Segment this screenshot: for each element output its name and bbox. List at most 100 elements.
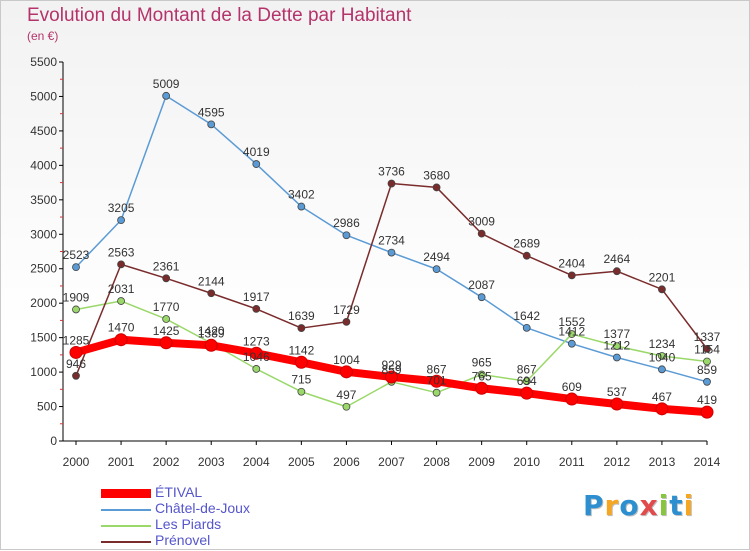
data-label-etival: 1142 — [288, 343, 314, 357]
data-point-les-piards — [297, 387, 306, 396]
data-point-prenovel — [297, 324, 306, 332]
logo-letter: r — [604, 489, 620, 522]
data-point-chatel-de-joux — [658, 365, 666, 374]
x-tick-label: 2002 — [153, 455, 180, 469]
data-point-chatel-de-joux — [162, 91, 171, 100]
data-point-etival — [385, 370, 398, 384]
data-point-les-piards — [658, 352, 666, 360]
data-point-etival — [655, 402, 669, 416]
y-tick-label: 2500 — [30, 262, 57, 276]
data-label-chatel-de-joux: 2986 — [333, 216, 360, 230]
x-tick-label: 2003 — [198, 455, 225, 469]
data-label-chatel-de-joux: 2523 — [63, 248, 90, 262]
data-point-etival — [700, 405, 714, 419]
data-label-prenovel: 2404 — [558, 256, 585, 270]
data-label-chatel-de-joux: 2494 — [423, 250, 450, 264]
data-point-les-piards — [72, 305, 80, 314]
x-tick-label: 2000 — [63, 455, 90, 469]
data-point-etival — [159, 336, 173, 350]
data-point-etival — [430, 374, 444, 388]
legend-item-chatel-de-joux: Châtel-de-Joux — [101, 500, 361, 517]
data-label-etival: 1285 — [63, 333, 90, 347]
y-tick-label: 1500 — [30, 331, 57, 345]
data-label-prenovel: 2144 — [198, 274, 225, 288]
x-tick-label: 2004 — [243, 455, 270, 469]
x-tick-label: 2009 — [468, 455, 495, 469]
data-point-chatel-de-joux — [342, 231, 351, 240]
data-label-prenovel: 3680 — [423, 168, 450, 182]
data-point-etival — [610, 397, 624, 411]
data-label-les-piards: 1154 — [694, 342, 720, 356]
data-label-prenovel: 2201 — [649, 270, 676, 284]
data-label-chatel-de-joux: 859 — [697, 363, 717, 377]
data-label-prenovel: 1917 — [243, 290, 270, 304]
data-point-chatel-de-joux — [387, 248, 396, 257]
y-tick-label: 4500 — [30, 124, 57, 138]
data-label-prenovel: 2689 — [513, 237, 540, 251]
data-point-les-piards — [522, 377, 531, 386]
data-label-etival: 1004 — [333, 353, 360, 367]
data-point-prenovel — [703, 344, 711, 353]
data-point-chatel-de-joux — [297, 202, 306, 211]
data-point-prenovel — [567, 271, 576, 280]
data-label-les-piards: 701 — [427, 374, 447, 388]
data-label-les-piards: 1420 — [198, 324, 225, 338]
y-tick-label: 1000 — [30, 365, 57, 379]
data-label-les-piards: 1909 — [63, 290, 90, 304]
logo-letter: i — [658, 489, 670, 522]
logo-letter: o — [619, 489, 640, 522]
legend-swatch — [101, 489, 151, 498]
data-point-chatel-de-joux — [612, 353, 621, 362]
data-label-chatel-de-joux: 1642 — [513, 309, 540, 323]
data-point-les-piards — [477, 370, 486, 379]
legend-item-etival: ÉTIVAL — [101, 484, 361, 501]
data-point-prenovel — [117, 260, 125, 269]
x-tick-label: 2013 — [649, 455, 676, 469]
x-tick-label: 2014 — [694, 455, 721, 469]
chart-legend: ÉTIVAL Châtel-de-Joux Les Piards Prénovel — [101, 484, 361, 549]
data-label-chatel-de-joux: 3205 — [108, 201, 135, 215]
data-point-prenovel — [72, 371, 80, 380]
x-tick-label: 2007 — [378, 455, 405, 469]
logo-letter: P — [583, 489, 605, 522]
data-label-etival: 694 — [517, 374, 537, 388]
data-label-les-piards: 867 — [517, 362, 537, 376]
data-point-chatel-de-joux — [432, 265, 441, 274]
data-label-chatel-de-joux: 3402 — [288, 188, 315, 202]
data-point-chatel-de-joux — [703, 377, 711, 386]
data-label-etival: 929 — [381, 358, 401, 372]
data-point-prenovel — [342, 317, 351, 326]
data-label-les-piards: 1552 — [558, 315, 585, 329]
data-point-prenovel — [252, 305, 261, 313]
legend-label: Châtel-de-Joux — [155, 500, 250, 516]
data-point-etival — [475, 381, 489, 395]
data-label-prenovel: 1639 — [288, 309, 315, 323]
data-label-etival: 609 — [562, 380, 582, 394]
data-point-les-piards — [432, 388, 441, 397]
data-label-chatel-de-joux: 2087 — [468, 278, 495, 292]
data-point-chatel-de-joux — [72, 263, 80, 272]
y-tick-label: 0 — [50, 434, 57, 448]
data-label-etival: 1389 — [198, 326, 225, 340]
data-label-etival: 1273 — [243, 334, 270, 348]
data-label-chatel-de-joux: 1212 — [604, 338, 631, 352]
data-label-etival: 1470 — [108, 321, 135, 335]
data-point-les-piards — [567, 330, 576, 338]
data-point-prenovel — [658, 285, 666, 294]
data-label-etival: 537 — [607, 385, 627, 399]
x-tick-label: 2001 — [108, 455, 135, 469]
y-tick-label: 4000 — [30, 158, 57, 172]
legend-swatch — [101, 509, 151, 511]
data-point-etival — [114, 333, 128, 347]
data-point-etival — [294, 355, 308, 369]
x-tick-label: 2005 — [288, 455, 315, 469]
data-label-les-piards: 2031 — [108, 282, 135, 296]
data-label-prenovel: 3736 — [378, 165, 405, 179]
data-point-chatel-de-joux — [567, 339, 576, 348]
y-tick-label: 5500 — [30, 55, 57, 69]
data-point-chatel-de-joux — [117, 216, 125, 225]
data-point-les-piards — [342, 402, 351, 411]
chart-subtitle: (en €) — [27, 29, 59, 43]
legend-item-prenovel: Prénovel — [101, 532, 361, 549]
logo-letter: i — [683, 489, 695, 522]
